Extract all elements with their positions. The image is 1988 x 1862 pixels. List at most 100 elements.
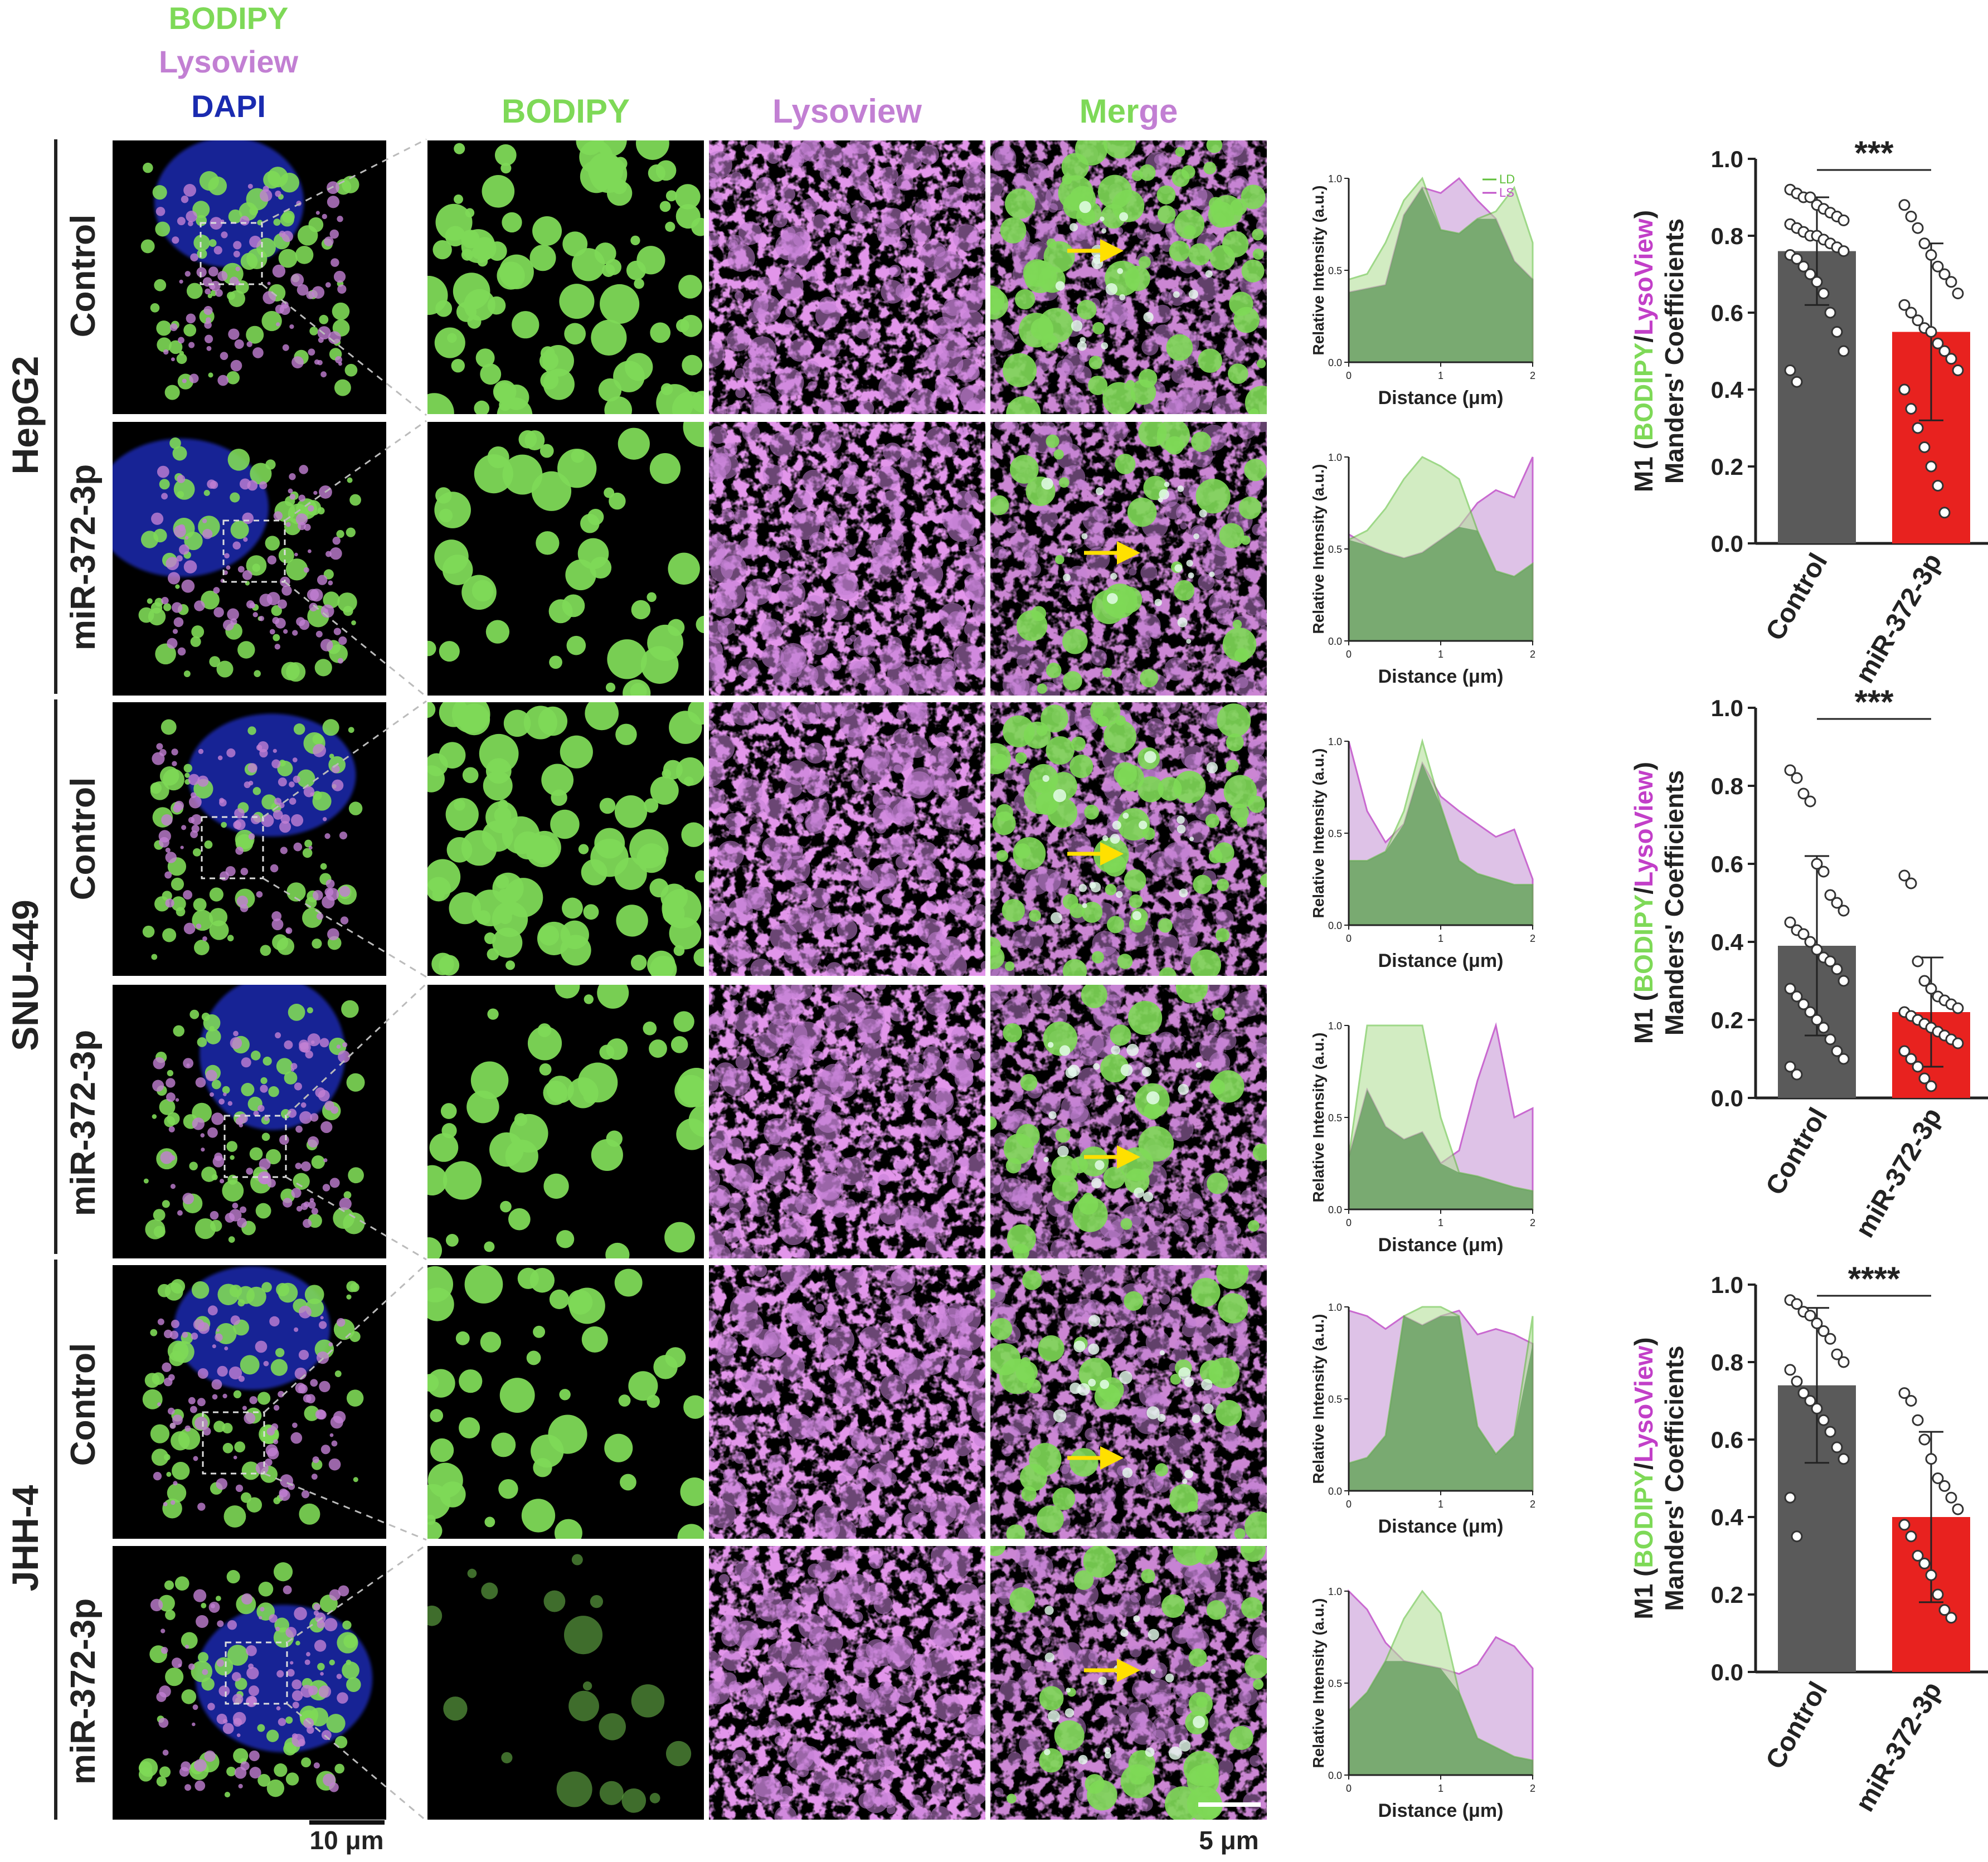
data-point xyxy=(1831,1441,1843,1453)
overlap-area xyxy=(1349,527,1533,641)
data-point xyxy=(1938,345,1951,357)
y-tick-label: 1.0 xyxy=(1328,1302,1342,1313)
micrograph-bodipy xyxy=(425,1263,706,1541)
y-tick-label: 0.8 xyxy=(1711,223,1743,249)
data-point xyxy=(1784,1491,1796,1504)
condition-label: Control xyxy=(64,777,103,900)
data-point xyxy=(1824,1033,1836,1046)
micrograph-overview xyxy=(110,138,388,416)
zoom-region-box xyxy=(201,816,264,879)
y-tick-label: 1.0 xyxy=(1711,695,1743,721)
data-point xyxy=(1932,337,1944,349)
y-axis-label: M1 (BODIPY/LysoView) xyxy=(1629,1337,1658,1619)
data-point xyxy=(1797,1387,1810,1399)
micrograph-lyso xyxy=(707,420,988,698)
data-point xyxy=(1784,364,1796,376)
y-tick-label: 0.0 xyxy=(1328,920,1342,931)
zoom-region-box xyxy=(223,1115,287,1178)
x-tick-label: 1 xyxy=(1438,1217,1443,1228)
data-point xyxy=(1824,1333,1836,1345)
y-tick-label: 0.5 xyxy=(1328,1678,1342,1689)
y-axis-label-line2: Manders' Coefficients xyxy=(1660,770,1689,1035)
scale-bar-zoom: 5 μm xyxy=(1198,1802,1261,1855)
data-point xyxy=(1952,1002,1964,1014)
x-tick-label: 2 xyxy=(1530,1499,1535,1510)
data-point xyxy=(1945,1612,1957,1624)
y-tick-label: 0.0 xyxy=(1328,1204,1342,1216)
data-point xyxy=(1817,288,1830,299)
micrograph-bodipy xyxy=(425,138,706,416)
y-tick-label: 0.0 xyxy=(1328,357,1342,368)
data-point xyxy=(1791,1375,1803,1388)
data-point xyxy=(1918,1072,1931,1085)
data-point xyxy=(1932,480,1944,492)
data-point xyxy=(1952,1037,1964,1049)
data-point xyxy=(1905,1530,1917,1543)
intensity-profile-plot: 0.0 0.5 1.0 0 1 2 Distance (μm) Relative Intens… xyxy=(1310,1302,1535,1537)
x-tick-label: 0 xyxy=(1346,933,1352,944)
data-point xyxy=(1838,905,1850,917)
data-point xyxy=(1905,1053,1917,1065)
data-point xyxy=(1938,1604,1951,1616)
cell-line-labels: HepG2 SNU-449 JHH-4 xyxy=(4,139,57,1820)
intensity-profile-plot: 0.0 0.5 1.0 0 1 2 Distance (μm) Relative Intens… xyxy=(1310,736,1535,971)
y-tick-label: 0.6 xyxy=(1711,851,1743,877)
column-header-merge: Merge xyxy=(1080,93,1178,130)
micrograph-bodipy xyxy=(425,983,706,1261)
y-tick-label: 1.0 xyxy=(1328,1020,1342,1032)
x-tick-label: 2 xyxy=(1530,933,1535,944)
condition-label: Control xyxy=(64,1343,103,1466)
micrograph-lyso xyxy=(707,983,988,1261)
manders-bar-chart: 0.0 0.2 0.4 0.6 0.8 1.0 Control miR-372-3p **** M… xyxy=(1629,1260,1988,1817)
x-axis-label: Distance (μm) xyxy=(1378,666,1504,687)
legend-bodipy: BODIPY xyxy=(169,1,289,36)
y-axis-label: Relative Intensity (a.u.) xyxy=(1310,1314,1327,1484)
y-tick-label: 0.4 xyxy=(1711,1504,1744,1530)
y-axis-label: Relative Intensity (a.u.) xyxy=(1310,186,1327,356)
legend-dapi: DAPI xyxy=(191,89,266,124)
x-axis-label: Distance (μm) xyxy=(1378,1516,1504,1537)
intensity-profile-plot: 0.0 0.5 1.0 0 1 2 Distance (μm) Relative Intens… xyxy=(1310,1020,1535,1256)
data-point xyxy=(1918,441,1931,453)
data-point xyxy=(1905,211,1917,222)
data-point xyxy=(1791,1068,1803,1081)
x-tick-label: 1 xyxy=(1438,370,1443,381)
micrograph-overview xyxy=(110,700,388,978)
y-tick-label: 0.5 xyxy=(1328,544,1342,555)
data-point xyxy=(1932,1588,1944,1601)
y-tick-label: 1.0 xyxy=(1711,1272,1743,1298)
significance-label: *** xyxy=(1854,683,1894,721)
data-point xyxy=(1831,1348,1843,1360)
x-tick-label: 1 xyxy=(1438,933,1443,944)
data-point xyxy=(1838,345,1850,357)
data-point xyxy=(1918,237,1931,250)
data-point xyxy=(1784,916,1796,928)
y-tick-label: 1.0 xyxy=(1328,173,1342,184)
y-tick-label: 0.2 xyxy=(1711,1007,1743,1033)
column-header-lysoview: Lysoview xyxy=(772,93,922,130)
micrograph-merge xyxy=(988,420,1269,698)
data-point xyxy=(1952,288,1964,299)
y-tick-label: 0.8 xyxy=(1711,773,1743,799)
cell-line-jhh4: JHH-4 xyxy=(4,1485,46,1591)
y-tick-label: 0.0 xyxy=(1328,1486,1342,1497)
data-point xyxy=(1797,998,1810,1010)
x-tick-label: 2 xyxy=(1530,1783,1535,1794)
data-point xyxy=(1784,1364,1796,1376)
data-point xyxy=(1824,889,1836,901)
data-point xyxy=(1925,249,1937,261)
data-point xyxy=(1791,1530,1803,1543)
micrograph-lyso xyxy=(707,700,988,978)
cell-line-hepg2: HepG2 xyxy=(4,356,46,475)
x-tick-label: 2 xyxy=(1530,649,1535,660)
y-axis-label-line2: Manders' Coefficients xyxy=(1660,1345,1689,1611)
data-point xyxy=(1838,1356,1850,1368)
data-point xyxy=(1952,364,1964,376)
data-point xyxy=(1838,1453,1850,1465)
condition-label: miR-372-3p xyxy=(64,464,103,650)
data-point xyxy=(1898,1519,1911,1531)
data-point xyxy=(1925,983,1937,995)
category-label: Control xyxy=(1760,1103,1833,1200)
micrograph-bodipy xyxy=(425,420,706,698)
